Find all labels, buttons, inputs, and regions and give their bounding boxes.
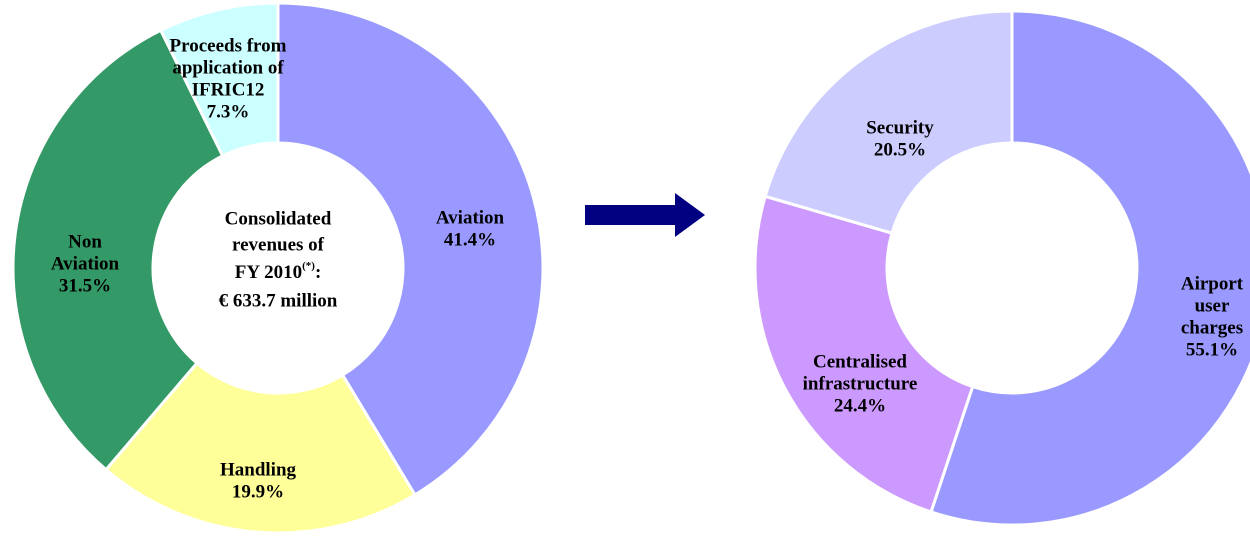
slice [763, 9, 1014, 235]
center-colon: : [315, 262, 321, 283]
donut-left: Aviation41.4%Handling19.9%NonAviation31.… [11, 1, 545, 535]
value-label: 41.4% [444, 229, 496, 250]
slice-label: charges [1181, 317, 1243, 338]
slice-label: application of [172, 57, 284, 78]
center-text: revenues of [232, 234, 325, 255]
value-label: 7.3% [207, 101, 250, 122]
value-label: 24.4% [834, 395, 886, 416]
slice-label: infrastructure [803, 373, 918, 394]
slice-label: Security [866, 117, 934, 138]
slice [11, 28, 225, 472]
slice [276, 1, 545, 497]
slice-label: IFRIC12 [192, 79, 265, 100]
center-note: (*) [302, 260, 315, 272]
slice-label: Airport [1181, 273, 1244, 294]
slice [753, 194, 975, 514]
slice [158, 1, 280, 158]
value-label: 19.9% [232, 481, 284, 502]
value-label: 55.1% [1186, 339, 1238, 360]
center-text: € 633.7 million [219, 290, 338, 311]
slice-label: Aviation [436, 207, 505, 228]
slice-label: user [1195, 295, 1230, 316]
slice-label: Centralised [813, 351, 907, 372]
arrow [585, 193, 705, 237]
center-text: FY 2010(*): [235, 260, 322, 284]
value-label: 31.5% [59, 275, 111, 296]
slice [103, 360, 417, 535]
center-fy: FY 2010 [235, 262, 302, 283]
slice-label: Handling [220, 459, 297, 480]
value-label: 20.5% [874, 139, 926, 160]
slice-label: Aviation [51, 253, 120, 274]
slice [929, 9, 1250, 527]
slice-label: Proceeds from [170, 35, 287, 56]
center-text: Consolidated [225, 208, 332, 229]
slice-label: Non [68, 231, 102, 252]
